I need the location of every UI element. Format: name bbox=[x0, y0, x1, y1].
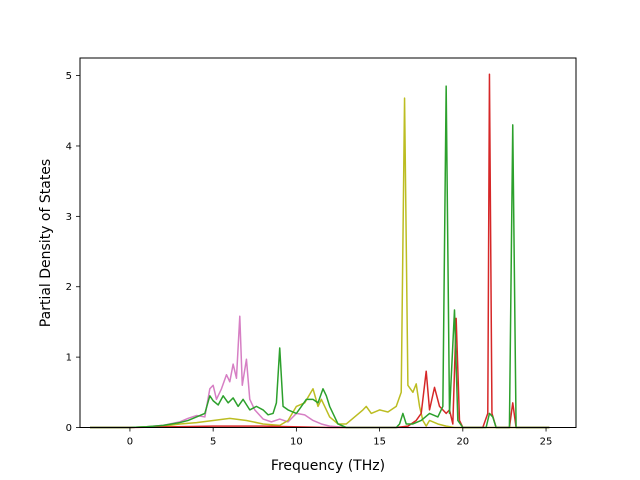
x-tick-label: 20 bbox=[456, 437, 469, 448]
plot-frame bbox=[79, 57, 577, 428]
y-tick-label: 2 bbox=[66, 282, 72, 293]
x-tick-label: 10 bbox=[290, 437, 303, 448]
x-axis-label: Frequency (THz) bbox=[271, 458, 385, 474]
y-axis-label: Partial Density of States bbox=[38, 159, 54, 327]
y-tick-label: 4 bbox=[66, 141, 72, 152]
x-tick-label: 15 bbox=[373, 437, 386, 448]
y-tick-label: 0 bbox=[66, 423, 72, 434]
x-tick-label: 25 bbox=[540, 437, 553, 448]
series-line-4 bbox=[89, 85, 550, 429]
tick-layer: 0 5 10 15 20 25 0 1 2 3 4 5 bbox=[66, 71, 553, 447]
y-tick-label: 5 bbox=[66, 71, 72, 82]
series-line-2 bbox=[89, 97, 550, 429]
y-tick-label: 1 bbox=[66, 353, 72, 364]
x-tick-label: 5 bbox=[210, 437, 216, 448]
series-line-1 bbox=[89, 315, 550, 429]
y-tick-label: 3 bbox=[66, 212, 72, 223]
x-tick-label: 0 bbox=[127, 437, 133, 448]
